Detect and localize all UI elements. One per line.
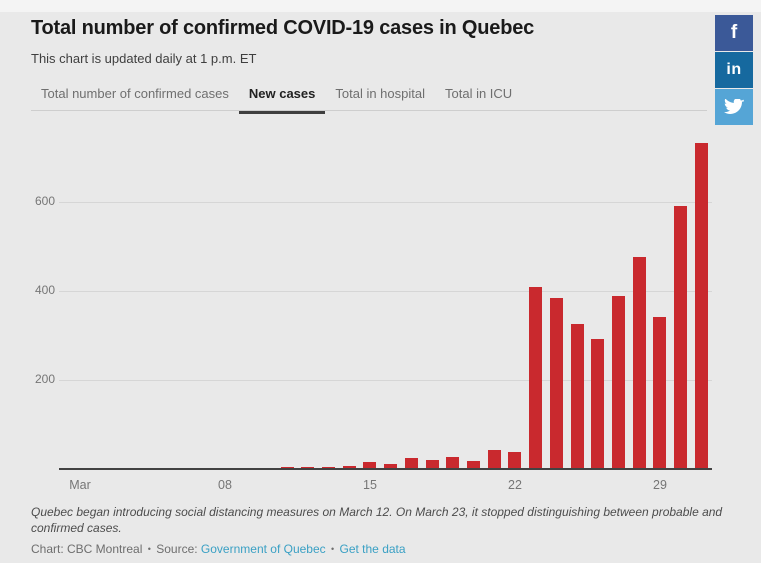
- twitter-bird-icon: [724, 98, 744, 114]
- credit-source-label: Source:: [156, 542, 198, 556]
- bar-mar-21[interactable]: [488, 450, 501, 469]
- x-axis-label-29: 29: [653, 478, 667, 492]
- source-link[interactable]: Government of Quebec: [200, 542, 326, 556]
- bar-mar-22[interactable]: [508, 452, 521, 469]
- bar-mar-17[interactable]: [405, 458, 418, 469]
- bar-mar-23[interactable]: [529, 287, 542, 469]
- bar-mar-28[interactable]: [633, 257, 646, 469]
- bar-mar-14[interactable]: [343, 466, 356, 469]
- bar-mar-18[interactable]: [426, 460, 439, 469]
- credit-separator: •: [331, 544, 335, 554]
- tab-bar: Total number of confirmed cases New cases…: [31, 85, 522, 114]
- linkedin-icon: in: [726, 61, 742, 78]
- x-axis-label-08: 08: [218, 478, 232, 492]
- bar-mar-30[interactable]: [674, 206, 687, 469]
- bar-mar-19[interactable]: [446, 457, 459, 469]
- gridline-400: [59, 291, 712, 292]
- y-axis-label-400: 400: [34, 283, 55, 297]
- x-axis-label-22: 22: [508, 478, 522, 492]
- bar-mar-24[interactable]: [550, 298, 563, 469]
- tab-total-in-hospital[interactable]: Total in hospital: [335, 86, 425, 101]
- tab-separator-line: [31, 110, 707, 111]
- bar-mar-16[interactable]: [384, 464, 397, 469]
- chart-subtitle: This chart is updated daily at 1 p.m. ET: [31, 51, 257, 66]
- footnote: Quebec began introducing social distanci…: [31, 505, 723, 535]
- bar-mar-20[interactable]: [467, 461, 480, 469]
- y-axis-label-600: 600: [34, 194, 55, 208]
- y-axis-label-200: 200: [34, 372, 55, 386]
- bar-mar-26[interactable]: [591, 339, 604, 469]
- top-strip: [0, 0, 761, 12]
- credit-chart-text: Chart: CBC Montreal: [31, 542, 143, 556]
- bar-mar-27[interactable]: [612, 296, 625, 469]
- tab-total-in-icu[interactable]: Total in ICU: [445, 86, 513, 101]
- facebook-share-button[interactable]: f: [715, 15, 753, 51]
- credit-line: Chart: CBC Montreal • Source: Government…: [31, 542, 406, 556]
- social-share-bar: f in: [715, 15, 753, 126]
- x-axis-label-mar: Mar: [69, 478, 91, 492]
- bar-mar-25[interactable]: [571, 324, 584, 469]
- bar-mar-15[interactable]: [363, 462, 376, 469]
- credit-separator: •: [147, 544, 151, 554]
- tab-total-number-of-confirmed-cases[interactable]: Total number of confirmed cases: [41, 86, 229, 101]
- twitter-share-button[interactable]: [715, 89, 753, 125]
- gridline-600: [59, 202, 712, 203]
- tab-new-cases[interactable]: New cases: [238, 86, 326, 114]
- page-title: Total number of confirmed COVID-19 cases…: [31, 17, 535, 39]
- facebook-icon: f: [730, 22, 738, 43]
- gridline-200: [59, 380, 712, 381]
- bar-mar-29[interactable]: [653, 317, 666, 469]
- bar-mar-31[interactable]: [695, 143, 708, 469]
- x-axis-line: [59, 468, 712, 470]
- linkedin-share-button[interactable]: in: [715, 52, 753, 88]
- x-axis-label-15: 15: [363, 478, 377, 492]
- get-the-data-link[interactable]: Get the data: [339, 542, 406, 556]
